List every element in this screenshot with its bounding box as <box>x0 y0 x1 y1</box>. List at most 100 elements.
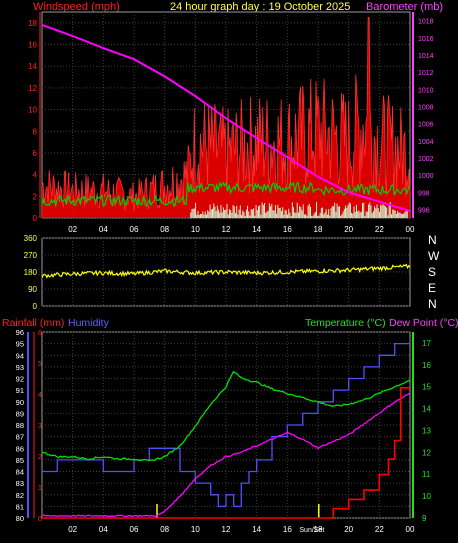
x-tick-label-top: 16 <box>283 225 292 234</box>
x-tick-label-top: 20 <box>344 225 353 234</box>
x-tick-label-top: 06 <box>130 225 139 234</box>
humidity-tick-label: 82 <box>16 491 24 500</box>
humidity-tick-label: 92 <box>16 375 24 384</box>
x-tick-label-bottom: 10 <box>191 525 200 534</box>
wind-tick-label: 14 <box>28 62 37 71</box>
x-tick-label-top: 08 <box>160 225 169 234</box>
compass-n-bottom: N <box>428 297 437 311</box>
x-tick-label-top: 22 <box>375 225 384 234</box>
dewpoint-axis-title: Dew Point (°C) <box>389 317 458 329</box>
rainfall-axis-title: Rainfall (mm) <box>2 317 64 329</box>
rainfall-line <box>42 387 410 519</box>
wind-tick-label: 4 <box>33 171 38 180</box>
dewpoint-line <box>42 392 411 518</box>
sunset-label: Sun/Set <box>299 527 324 534</box>
temperature-axis-title: Temperature (°C) <box>305 317 386 329</box>
x-tick-label-top: 14 <box>252 225 261 234</box>
wind-tick-label: 16 <box>28 41 37 50</box>
x-tick-label-bottom: 20 <box>344 525 353 534</box>
chart-marks <box>41 17 411 519</box>
humidity-tick-label: 89 <box>16 409 24 418</box>
x-tick-label-bottom: 06 <box>130 525 139 534</box>
rain-tick-label: 3 <box>38 423 42 430</box>
humidity-tick-label: 87 <box>16 433 24 442</box>
rain-tick-label: 2 <box>38 454 42 461</box>
direction-tick-label: 0 <box>33 302 38 311</box>
x-tick-label-bottom: 16 <box>283 525 292 534</box>
wind-tick-label: 8 <box>33 127 38 136</box>
chart-title: 24 hour graph day : 19 October 2025 <box>170 1 350 13</box>
humidity-tick-label: 85 <box>16 456 24 465</box>
windspeed-area <box>42 17 410 219</box>
compass-s: S <box>428 265 436 279</box>
barometer-tick-label: 1018 <box>418 19 434 26</box>
humidity-tick-label: 95 <box>16 340 24 349</box>
humidity-tick-label: 90 <box>16 398 24 407</box>
temperature-tick-label: 17 <box>422 339 431 348</box>
barometer-tick-label: 1002 <box>418 156 434 163</box>
direction-tick-label: 180 <box>24 268 38 277</box>
windspeed-axis-title: Windspeed (mph) <box>33 1 120 13</box>
barometer-line <box>41 23 411 213</box>
x-tick-label-top: 02 <box>68 225 77 234</box>
barometer-tick-label: 1008 <box>418 104 434 111</box>
barometer-tick-label: 1000 <box>418 173 434 180</box>
wind-tick-label: 18 <box>28 19 37 28</box>
humidity-tick-label: 84 <box>16 468 24 477</box>
humidity-tick-label: 80 <box>16 514 24 523</box>
humidity-axis-title: Humidity <box>68 317 110 329</box>
humidity-tick-label: 86 <box>16 444 24 453</box>
direction-tick-label: 90 <box>28 285 37 294</box>
direction-tick-label: 360 <box>24 234 38 243</box>
x-tick-label-bottom: 18 <box>314 525 323 534</box>
temperature-tick-label: 16 <box>422 361 431 370</box>
wind-tick-label: 12 <box>28 84 37 93</box>
humidity-line <box>42 342 410 508</box>
barometer-tick-label: 1016 <box>418 36 434 43</box>
x-tick-label-bottom: 02 <box>68 525 77 534</box>
temperature-tick-label: 10 <box>422 492 431 501</box>
barometer-tick-label: 996 <box>418 207 430 214</box>
x-tick-label-bottom: 08 <box>160 525 169 534</box>
humidity-tick-label: 93 <box>16 363 24 372</box>
humidity-tick-label: 96 <box>16 328 24 337</box>
x-tick-label-top: 04 <box>99 225 108 234</box>
temperature-tick-label: 12 <box>422 448 431 457</box>
x-tick-label-top: 12 <box>222 225 231 234</box>
barometer-tick-label: 1006 <box>418 122 434 129</box>
wind-tick-label: 0 <box>33 214 38 223</box>
humidity-tick-label: 88 <box>16 421 24 430</box>
humidity-tick-label: 91 <box>16 386 24 395</box>
x-tick-label-top: 00 <box>406 225 415 234</box>
x-tick-label-bottom: 14 <box>252 525 261 534</box>
x-tick-label-bottom: 00 <box>406 525 415 534</box>
temperature-tick-label: 15 <box>422 383 431 392</box>
barometer-axis-title: Barometer (mb) <box>366 1 443 13</box>
wind-tick-label: 10 <box>28 106 37 115</box>
direction-tick-label: 270 <box>24 251 38 260</box>
rain-tick-label: 5 <box>38 361 42 368</box>
temperature-tick-label: 9 <box>422 514 427 523</box>
humidity-tick-label: 81 <box>16 502 24 511</box>
x-tick-label-bottom: 22 <box>375 525 384 534</box>
barometer-tick-label: 1004 <box>418 139 434 146</box>
compass-w: W <box>428 249 440 263</box>
axis-labels: 0246810121416189969981000100210041006100… <box>16 19 434 534</box>
barometer-tick-label: 1012 <box>418 70 434 77</box>
rain-tick-label: 1 <box>38 485 42 492</box>
temperature-line <box>41 370 411 462</box>
rain-tick-label: 4 <box>38 392 42 399</box>
wind-tick-label: 2 <box>33 192 38 201</box>
humidity-tick-label: 83 <box>16 479 24 488</box>
barometer-tick-label: 1010 <box>418 87 434 94</box>
compass-e: E <box>428 281 436 295</box>
rain-tick-label: 0 <box>38 516 42 523</box>
gust-line <box>41 181 411 208</box>
x-tick-label-bottom: 04 <box>99 525 108 534</box>
x-tick-label-top: 18 <box>314 225 323 234</box>
compass-n-top: N <box>428 233 437 247</box>
barometer-tick-label: 1014 <box>418 53 434 60</box>
windspeed-line <box>41 17 411 212</box>
